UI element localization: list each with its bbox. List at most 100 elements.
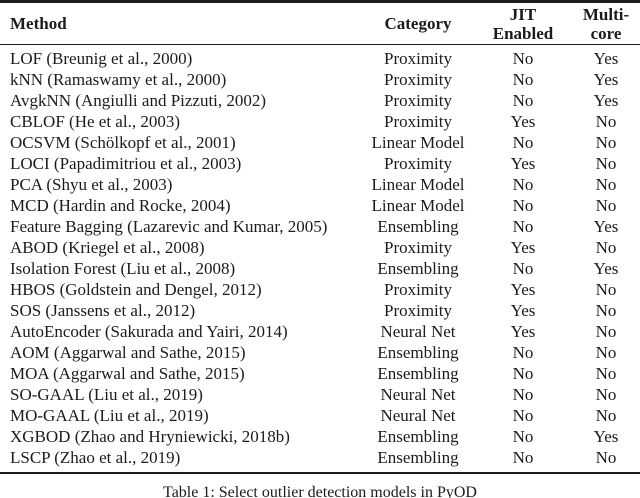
table-row: HBOS (Goldstein and Dengel, 2012) Proxim…	[0, 279, 640, 300]
col-header-multi-line2: core	[590, 23, 622, 43]
jit-cell: No	[512, 385, 534, 404]
col-header-jit-enabled: JIT Enabled	[474, 2, 572, 45]
jit-cell: No	[512, 427, 534, 446]
col-header-jit-line1: JIT	[509, 4, 537, 24]
jit-cell: No	[512, 133, 534, 152]
multicore-cell: No	[595, 238, 617, 257]
col-header-jit-line2: Enabled	[492, 23, 554, 43]
jit-cell: No	[512, 259, 534, 278]
category-cell: Proximity	[383, 112, 452, 131]
category-cell: Neural Net	[380, 406, 456, 425]
jit-cell: No	[512, 448, 534, 467]
category-cell: Ensembling	[377, 343, 459, 362]
jit-cell: Yes	[510, 238, 536, 257]
method-cell: AOM (Aggarwal and Sathe, 2015)	[10, 343, 246, 362]
table-row: LSCP (Zhao et al., 2019) Ensembling No N…	[0, 447, 640, 473]
method-cell: AvgkNN (Angiulli and Pizzuti, 2002)	[10, 91, 267, 110]
category-cell: Linear Model	[371, 133, 465, 152]
jit-cell: No	[512, 406, 534, 425]
category-cell: Proximity	[383, 301, 452, 320]
table-row: AOM (Aggarwal and Sathe, 2015) Ensemblin…	[0, 342, 640, 363]
table-row: AvgkNN (Angiulli and Pizzuti, 2002) Prox…	[0, 90, 640, 111]
jit-cell: No	[512, 364, 534, 383]
multicore-cell: No	[595, 133, 617, 152]
table-row: CBLOF (He et al., 2003) Proximity Yes No	[0, 111, 640, 132]
method-cell: LOCI (Papadimitriou et al., 2003)	[10, 154, 242, 173]
multicore-cell: No	[595, 196, 617, 215]
jit-cell: Yes	[510, 154, 536, 173]
jit-cell: No	[512, 196, 534, 215]
col-header-multi-line1: Multi-	[582, 4, 630, 24]
multicore-cell: No	[595, 385, 617, 404]
table-row: XGBOD (Zhao and Hryniewicki, 2018b) Ense…	[0, 426, 640, 447]
header-row: Method Category JIT Enabled Multi- core	[0, 2, 640, 45]
table-row: OCSVM (Schölkopf et al., 2001) Linear Mo…	[0, 132, 640, 153]
multicore-cell: Yes	[593, 70, 619, 89]
method-cell: SOS (Janssens et al., 2012)	[10, 301, 196, 320]
jit-cell: No	[512, 175, 534, 194]
multicore-cell: No	[595, 448, 617, 467]
col-header-multicore: Multi- core	[572, 2, 640, 45]
category-cell: Proximity	[383, 70, 452, 89]
multicore-cell: No	[595, 112, 617, 131]
table-row: AutoEncoder (Sakurada and Yairi, 2014) N…	[0, 321, 640, 342]
col-header-category: Category	[362, 2, 474, 45]
category-cell: Ensembling	[377, 427, 459, 446]
method-cell: HBOS (Goldstein and Dengel, 2012)	[10, 280, 262, 299]
method-cell: AutoEncoder (Sakurada and Yairi, 2014)	[10, 322, 288, 341]
multicore-cell: No	[595, 406, 617, 425]
table-row: LOCI (Papadimitriou et al., 2003) Proxim…	[0, 153, 640, 174]
multicore-cell: Yes	[593, 217, 619, 236]
category-cell: Neural Net	[380, 322, 456, 341]
method-cell: XGBOD (Zhao and Hryniewicki, 2018b)	[10, 427, 290, 446]
table-row: Isolation Forest (Liu et al., 2008) Ense…	[0, 258, 640, 279]
table-row: PCA (Shyu et al., 2003) Linear Model No …	[0, 174, 640, 195]
jit-cell: Yes	[510, 322, 536, 341]
models-table: Method Category JIT Enabled Multi- core …	[0, 0, 640, 474]
category-cell: Ensembling	[377, 217, 459, 236]
category-cell: Proximity	[383, 154, 452, 173]
method-cell: MCD (Hardin and Rocke, 2004)	[10, 196, 231, 215]
table-header: Method Category JIT Enabled Multi- core	[0, 2, 640, 45]
jit-cell: No	[512, 91, 534, 110]
multicore-cell: Yes	[593, 91, 619, 110]
multicore-cell: No	[595, 364, 617, 383]
category-cell: Ensembling	[377, 364, 459, 383]
method-cell: ABOD (Kriegel et al., 2008)	[10, 238, 205, 257]
method-cell: Isolation Forest (Liu et al., 2008)	[10, 259, 236, 278]
method-cell: Feature Bagging (Lazarevic and Kumar, 20…	[10, 217, 328, 236]
method-cell: OCSVM (Schölkopf et al., 2001)	[10, 133, 236, 152]
method-cell: LSCP (Zhao et al., 2019)	[10, 448, 181, 467]
table-row: MOA (Aggarwal and Sathe, 2015) Ensemblin…	[0, 363, 640, 384]
category-cell: Ensembling	[377, 259, 459, 278]
method-cell: MO-GAAL (Liu et al., 2019)	[10, 406, 209, 425]
col-header-category-label: Category	[384, 14, 452, 33]
table-row: Feature Bagging (Lazarevic and Kumar, 20…	[0, 216, 640, 237]
category-cell: Proximity	[383, 91, 452, 110]
multicore-cell: No	[595, 175, 617, 194]
multicore-cell: No	[595, 280, 617, 299]
method-cell: kNN (Ramaswamy et al., 2000)	[10, 70, 227, 89]
table-body: LOF (Breunig et al., 2000) Proximity No …	[0, 45, 640, 474]
jit-cell: No	[512, 49, 534, 68]
jit-cell: No	[512, 70, 534, 89]
jit-cell: Yes	[510, 112, 536, 131]
method-cell: LOF (Breunig et al., 2000)	[10, 49, 193, 68]
jit-cell: Yes	[510, 280, 536, 299]
multicore-cell: No	[595, 343, 617, 362]
jit-cell: No	[512, 217, 534, 236]
table-row: SOS (Janssens et al., 2012) Proximity Ye…	[0, 300, 640, 321]
multicore-cell: Yes	[593, 427, 619, 446]
table-row: SO-GAAL (Liu et al., 2019) Neural Net No…	[0, 384, 640, 405]
category-cell: Ensembling	[377, 448, 459, 467]
category-cell: Neural Net	[380, 385, 456, 404]
table-row: LOF (Breunig et al., 2000) Proximity No …	[0, 45, 640, 70]
jit-cell: No	[512, 343, 534, 362]
multicore-cell: No	[595, 154, 617, 173]
category-cell: Proximity	[383, 280, 452, 299]
category-cell: Proximity	[383, 238, 452, 257]
category-cell: Linear Model	[371, 196, 465, 215]
method-cell: PCA (Shyu et al., 2003)	[10, 175, 173, 194]
multicore-cell: No	[595, 322, 617, 341]
